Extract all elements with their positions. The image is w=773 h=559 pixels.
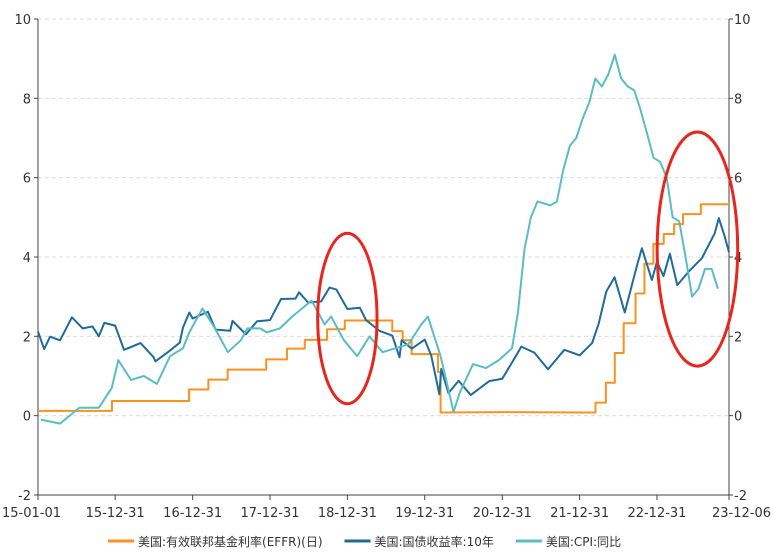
legend-label: 美国:有效联邦基金利率(EFFR)(日) [138, 534, 323, 549]
legend-label: 美国:CPI:同比 [546, 535, 621, 549]
series-line-1 [38, 203, 729, 414]
y-tick-label-left: 6 [23, 172, 31, 187]
y-tick-label-left: 0 [23, 410, 31, 425]
x-tick-label: 22-12-31 [627, 506, 686, 521]
y-tick-label-right: 6 [734, 172, 742, 187]
x-axis: 15-01-01 15-12-31 16-12-31 17-12-31 18-12-31… [2, 495, 771, 521]
x-tick-label: 16-12-31 [163, 506, 222, 521]
x-tick-label: 19-12-31 [395, 506, 454, 521]
series-layer [37, 53, 730, 425]
y-tick-label-right: -2 [734, 489, 747, 504]
y-tick-label-right: 0 [734, 410, 742, 425]
gridlines [38, 18, 729, 417]
legend: 美国:有效联邦基金利率(EFFR)(日) 美国:国债收益率:10年 美国:CPI:同… [108, 534, 621, 549]
x-tick-label: 20-12-31 [473, 506, 532, 521]
y-tick-label-right: 10 [734, 13, 751, 28]
highlight-ellipse-2 [655, 130, 740, 368]
series-line-2 [37, 217, 730, 397]
x-tick-label: 15-01-01 [2, 506, 61, 521]
series-line-3 [40, 53, 719, 425]
y-axis-left: -2 0 2 4 6 8 10 [14, 13, 38, 504]
x-tick-label: 18-12-31 [318, 506, 377, 521]
y-tick-label-right: 8 [734, 92, 742, 107]
x-tick-label: 23-12-06 [712, 506, 771, 521]
y-tick-label-left: -2 [18, 489, 31, 504]
x-tick-label: 21-12-31 [550, 506, 609, 521]
highlight-ellipse-1 [316, 231, 379, 406]
x-tick-label: 15-12-31 [86, 506, 145, 521]
y-tick-label-left: 10 [14, 13, 31, 28]
y-tick-label-left: 2 [23, 330, 31, 345]
x-tick-label: 17-12-31 [241, 506, 300, 521]
y-tick-label-right: 2 [734, 330, 742, 345]
y-tick-label-left: 4 [23, 251, 31, 266]
annotation-layer [316, 130, 740, 406]
legend-label: 美国:国债收益率:10年 [375, 534, 494, 549]
y-tick-label-left: 8 [23, 92, 31, 107]
